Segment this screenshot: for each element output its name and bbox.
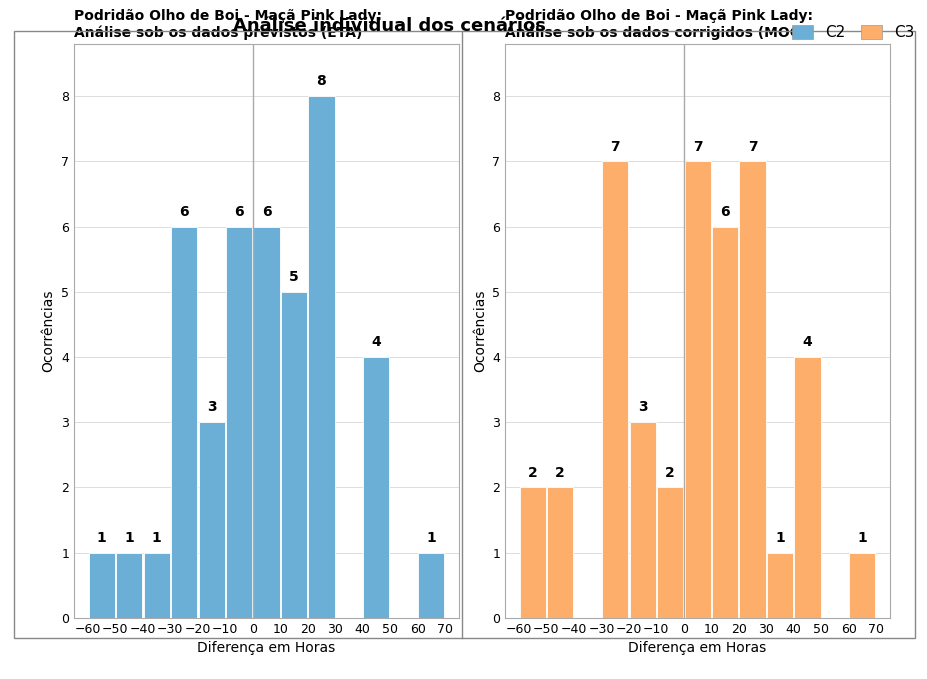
Text: 2: 2 [527,466,538,479]
Text: 7: 7 [692,140,703,153]
Bar [226,227,252,618]
Bar [684,162,711,618]
Bar [144,553,170,618]
Bar [849,553,875,618]
Text: 3: 3 [207,401,216,414]
Bar [794,357,820,618]
Bar [418,553,444,618]
Bar [520,488,546,618]
Text: 7: 7 [748,140,757,153]
Text: 1: 1 [96,531,107,545]
Text: 6: 6 [720,205,730,219]
Text: 6: 6 [261,205,272,219]
Text: 6: 6 [235,205,244,219]
Text: 3: 3 [638,401,647,414]
Text: 1: 1 [124,531,134,545]
Bar [740,162,766,618]
Text: 7: 7 [610,140,620,153]
Bar [363,357,389,618]
Bar [629,422,655,618]
Text: 1: 1 [857,531,868,545]
Bar [657,488,683,618]
Text: 2: 2 [666,466,675,479]
Text: Podridão Olho de Boi - Maçã Pink Lady:
Análise sob os dados previstos (ETA): Podridão Olho de Boi - Maçã Pink Lady: A… [74,10,382,40]
X-axis label: Diferença em Horas: Diferença em Horas [629,641,767,655]
Bar [309,96,335,618]
Bar [89,553,115,618]
Text: 1: 1 [775,531,785,545]
Text: 6: 6 [179,205,189,219]
Bar [547,488,573,618]
Text: 8: 8 [317,75,326,88]
Bar [281,292,307,618]
Bar [198,422,224,618]
Bar [171,227,197,618]
Y-axis label: Ocorrências: Ocorrências [42,290,56,372]
Bar [253,227,280,618]
Bar [116,553,142,618]
Text: Podridão Olho de Boi - Maçã Pink Lady:
Análise sob os dados corrigidos (MOC): Podridão Olho de Boi - Maçã Pink Lady: A… [505,10,813,40]
Text: 1: 1 [426,531,437,545]
Bar [767,553,794,618]
Y-axis label: Ocorrências: Ocorrências [473,290,487,372]
Text: 4: 4 [372,335,381,349]
Text: 5: 5 [289,270,298,284]
Text: Análise individual dos cenários: Análise individual dos cenários [233,17,546,35]
Text: 4: 4 [803,335,812,349]
Text: 1: 1 [152,531,161,545]
Bar [712,227,738,618]
Legend: C2, C3: C2, C3 [792,24,915,40]
Bar [602,162,629,618]
X-axis label: Diferença em Horas: Diferença em Horas [197,641,336,655]
Text: 2: 2 [555,466,565,479]
